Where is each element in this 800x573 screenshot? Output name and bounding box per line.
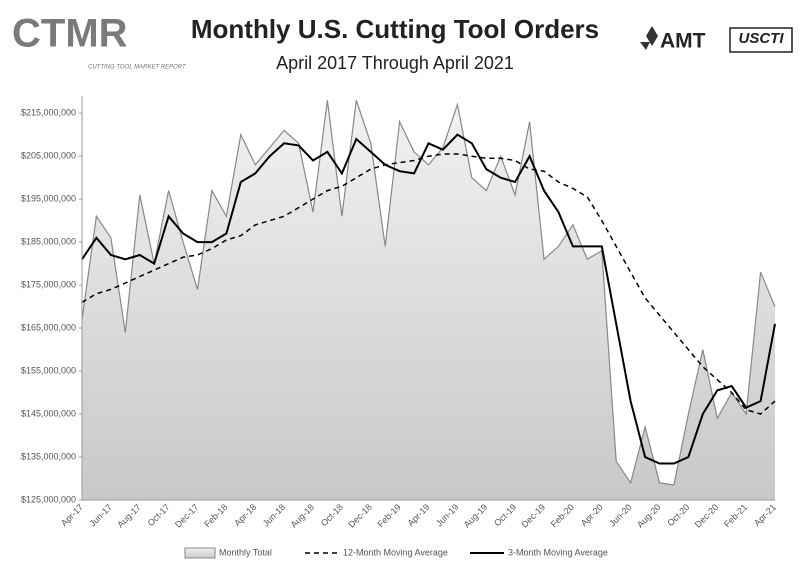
y-tick-label: $145,000,000 — [21, 408, 76, 418]
x-tick-label: Feb-18 — [202, 502, 229, 529]
area-line — [81, 100, 776, 486]
x-tick-label: Jun-17 — [87, 502, 114, 529]
x-tick-label: Feb-19 — [375, 502, 402, 529]
x-tick-label: Apr-20 — [579, 502, 605, 528]
line — [81, 133, 776, 465]
legend-label: 12-Month Moving Average — [343, 547, 448, 557]
logo-left-sub: CUTTING TOOL MARKET REPORT — [88, 65, 187, 71]
uscti-box — [729, 27, 793, 53]
legend-swatch — [184, 547, 216, 559]
x-tick-label: Oct-17 — [146, 502, 172, 528]
y-tick-label: $155,000,000 — [21, 365, 76, 375]
x-tick-label: Dec-17 — [173, 502, 201, 530]
x-tick-label: Apr-19 — [405, 502, 431, 528]
x-tick-label: Oct-20 — [665, 502, 691, 528]
y-tick-label: $125,000,000 — [21, 494, 76, 504]
legend-label: 3-Month Moving Average — [508, 547, 608, 557]
x-tick-label: Jun-19 — [434, 502, 461, 529]
logo-uscti: USCTI — [739, 30, 785, 47]
chart-title: Monthly U.S. Cutting Tool Orders — [191, 14, 599, 44]
x-tick-label: Oct-18 — [319, 502, 345, 528]
x-tick-label: Feb-21 — [722, 502, 749, 529]
x-tick-label: Jun-20 — [607, 502, 634, 529]
x-tick-label: Dec-19 — [520, 502, 548, 530]
x-tick-label: Feb-20 — [549, 502, 576, 529]
x-tick-label: Oct-19 — [492, 502, 518, 528]
x-tick-label: Aug-17 — [115, 502, 143, 530]
y-tick-label: $205,000,000 — [21, 151, 76, 161]
x-tick-label: Apr-18 — [232, 502, 258, 528]
legend-label: Monthly Total — [219, 547, 272, 557]
y-tick-label: $215,000,000 — [21, 108, 76, 118]
y-tick-label: $195,000,000 — [21, 194, 76, 204]
y-tick-label: $175,000,000 — [21, 279, 76, 289]
x-tick-label: Apr-17 — [59, 502, 85, 528]
logo-left: CTMR — [12, 12, 128, 56]
x-tick-label: Aug-18 — [288, 502, 316, 530]
x-tick-label: Dec-20 — [693, 502, 721, 530]
y-tick-label: $135,000,000 — [21, 451, 76, 461]
y-tick-label: $185,000,000 — [21, 237, 76, 247]
y-tick-label: $165,000,000 — [21, 322, 76, 332]
line — [81, 153, 776, 415]
chart-subtitle: April 2017 Through April 2021 — [276, 53, 514, 73]
area-fill — [82, 100, 775, 501]
amt-icon — [640, 26, 658, 50]
x-tick-label: Aug-19 — [462, 502, 490, 530]
logo-amt: AMT — [660, 30, 706, 53]
x-tick-label: Apr-21 — [752, 502, 778, 528]
x-tick-label: Aug-20 — [635, 502, 663, 530]
x-tick-label: Jun-18 — [261, 502, 288, 529]
x-tick-label: Dec-18 — [346, 502, 374, 530]
